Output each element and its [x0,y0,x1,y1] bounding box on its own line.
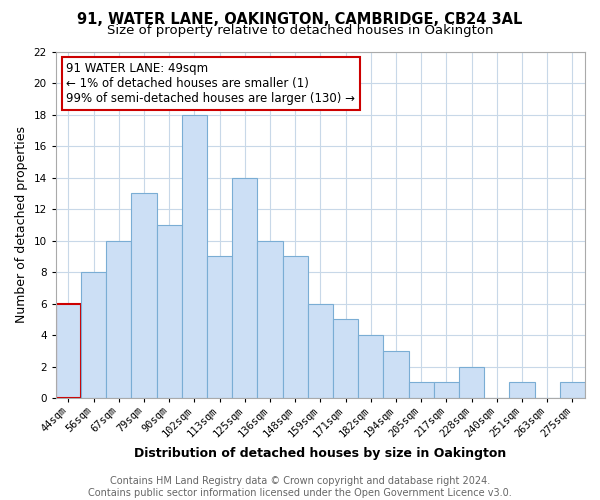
Bar [232,178,257,398]
Bar [207,256,232,398]
X-axis label: Distribution of detached houses by size in Oakington: Distribution of detached houses by size … [134,447,506,460]
Bar [131,194,157,398]
Bar [157,225,182,398]
Bar [283,256,308,398]
Bar [106,240,131,398]
Text: 91, WATER LANE, OAKINGTON, CAMBRIDGE, CB24 3AL: 91, WATER LANE, OAKINGTON, CAMBRIDGE, CB… [77,12,523,28]
Text: Contains HM Land Registry data © Crown copyright and database right 2024.
Contai: Contains HM Land Registry data © Crown c… [88,476,512,498]
Bar [81,272,106,398]
Text: 91 WATER LANE: 49sqm
← 1% of detached houses are smaller (1)
99% of semi-detache: 91 WATER LANE: 49sqm ← 1% of detached ho… [67,62,355,105]
Bar [509,382,535,398]
Y-axis label: Number of detached properties: Number of detached properties [15,126,28,324]
Bar [182,114,207,398]
Bar [434,382,459,398]
Bar [308,304,333,398]
Bar [459,366,484,398]
Bar [56,304,81,398]
Bar [333,320,358,398]
Bar [409,382,434,398]
Bar [383,351,409,398]
Bar [358,335,383,398]
Bar [560,382,585,398]
Text: Size of property relative to detached houses in Oakington: Size of property relative to detached ho… [107,24,493,37]
Bar [257,240,283,398]
